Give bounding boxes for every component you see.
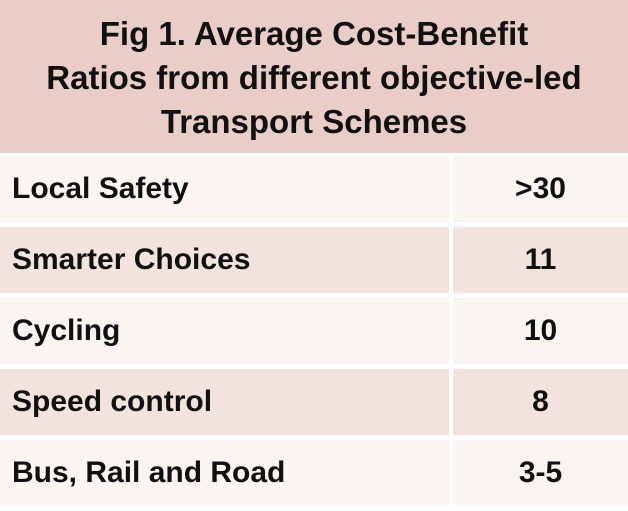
table-row: Cycling 10 (0, 298, 628, 364)
title-line-3: Transport Schemes (160, 102, 468, 140)
ratio-value: 8 (453, 369, 628, 435)
table-row: Local Safety >30 (0, 156, 628, 222)
table-row: Bus, Rail and Road 3-5 (0, 440, 628, 506)
scheme-label: Local Safety (0, 156, 449, 222)
scheme-label: Cycling (0, 298, 449, 364)
ratio-value: 10 (453, 298, 628, 364)
ratio-value: 11 (453, 227, 628, 293)
scheme-label: Bus, Rail and Road (0, 440, 449, 506)
table-title: Fig 1. Average Cost-Benefit Ratios from … (0, 0, 628, 153)
table-row: Speed control 8 (0, 369, 628, 435)
ratio-value: 3-5 (453, 440, 628, 506)
table-body: Local Safety >30 Smarter Choices 11 Cycl… (0, 156, 628, 511)
ratio-value: >30 (453, 156, 628, 222)
scheme-label: Speed control (0, 369, 449, 435)
scheme-label: Smarter Choices (0, 227, 449, 293)
title-line-2: Ratios from different objective-led (46, 58, 582, 96)
title-line-1: Fig 1. Average Cost-Benefit (99, 14, 529, 52)
table-row: Smarter Choices 11 (0, 227, 628, 293)
